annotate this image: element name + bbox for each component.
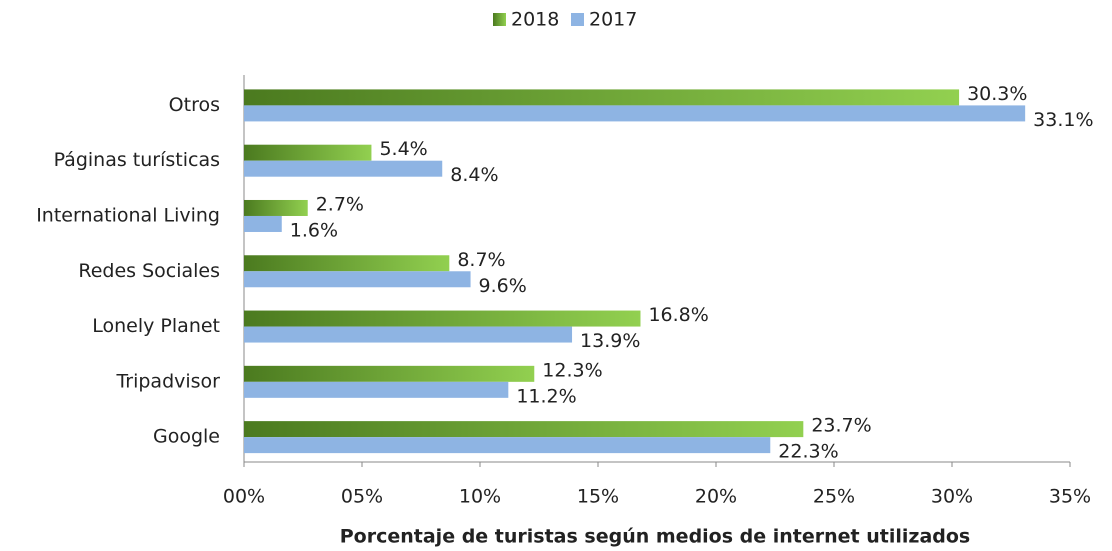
x-tick-label: 10% — [459, 486, 501, 508]
x-tick-label: 35% — [1049, 486, 1091, 508]
bar — [244, 421, 804, 438]
data-label: 13.9% — [580, 330, 640, 352]
data-label: 30.3% — [967, 83, 1027, 105]
y-tick-label: Redes Sociales — [78, 260, 220, 282]
data-label: 5.4% — [379, 138, 427, 160]
bar — [244, 326, 573, 343]
bar — [244, 271, 471, 288]
bar — [244, 105, 1026, 122]
data-label: 23.7% — [811, 415, 871, 437]
x-tick-label: 30% — [931, 486, 973, 508]
legend-label: 2018 — [511, 9, 559, 31]
x-axis-title: Porcentaje de turistas según medios de i… — [340, 526, 971, 548]
legend-swatch — [493, 13, 506, 26]
y-tick-label: International Living — [36, 204, 220, 226]
bar — [244, 437, 771, 454]
bar — [244, 199, 308, 216]
bar — [244, 310, 641, 327]
x-tick-label: 00% — [223, 486, 265, 508]
y-tick-label: Google — [153, 426, 220, 448]
bar — [244, 365, 535, 382]
bar — [244, 381, 509, 398]
data-label: 12.3% — [542, 359, 602, 381]
legend-swatch — [571, 13, 584, 26]
y-tick-label: Lonely Planet — [92, 315, 220, 337]
data-label: 33.1% — [1033, 109, 1093, 131]
y-tick-label: Páginas turísticas — [54, 149, 220, 171]
bar — [244, 215, 282, 232]
legend-label: 2017 — [589, 9, 637, 31]
y-tick-label: Otros — [169, 94, 220, 116]
bar — [244, 89, 960, 106]
data-label: 8.4% — [450, 164, 498, 186]
data-label: 11.2% — [516, 385, 576, 407]
y-tick-label: Tripadvisor — [115, 370, 220, 392]
data-label: 9.6% — [479, 275, 527, 297]
bar — [244, 144, 372, 161]
x-tick-label: 15% — [577, 486, 619, 508]
bar — [244, 160, 443, 177]
x-tick-label: 05% — [341, 486, 383, 508]
data-label: 1.6% — [290, 219, 338, 241]
data-label: 2.7% — [316, 193, 364, 215]
data-label: 16.8% — [648, 304, 708, 326]
data-label: 8.7% — [457, 249, 505, 271]
x-tick-label: 20% — [695, 486, 737, 508]
data-label: 22.3% — [778, 441, 838, 463]
x-tick-label: 25% — [813, 486, 855, 508]
bar — [244, 255, 450, 272]
